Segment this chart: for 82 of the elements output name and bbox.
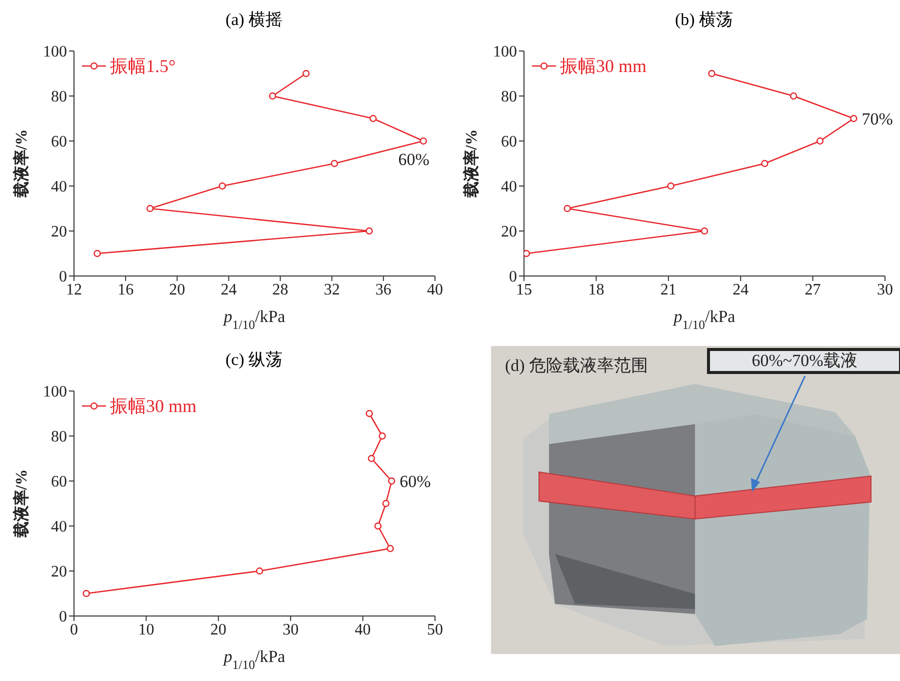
x-tick-label: 0 xyxy=(70,621,78,638)
point xyxy=(370,114,377,122)
y-tick-label: 80 xyxy=(51,88,67,106)
x-tick-label: 10 xyxy=(138,621,154,638)
y-tick-label: 80 xyxy=(51,428,67,446)
y-tick-label: 0 xyxy=(59,268,67,286)
point xyxy=(382,500,390,508)
point xyxy=(761,160,768,168)
point xyxy=(256,567,264,575)
legend-label: 振幅30 mm xyxy=(110,395,197,418)
y-tick-label: 40 xyxy=(51,178,67,196)
point xyxy=(366,227,373,235)
point xyxy=(94,250,101,258)
legend-label: 振幅30 mm xyxy=(560,55,647,78)
point xyxy=(146,204,154,212)
point xyxy=(268,92,276,100)
x-tick-label: 20 xyxy=(210,621,226,638)
x-tick-label: 27 xyxy=(804,281,821,298)
x-tick-label: 30 xyxy=(282,621,299,638)
x-tick-label: 50 xyxy=(427,621,443,638)
annotation: 60% xyxy=(398,150,430,169)
y-tick-label: 80 xyxy=(501,88,517,106)
y-tick-label: 100 xyxy=(493,44,517,61)
y-tick-label: 60 xyxy=(51,134,67,151)
x-tick-label: 36 xyxy=(375,281,392,298)
x-tick-label: 40 xyxy=(354,621,371,638)
y-tick-label: 40 xyxy=(51,518,67,536)
chart-title: (c) 纵荡 xyxy=(224,349,284,371)
x-tick-label: 12 xyxy=(66,281,82,298)
y-tick-label: 0 xyxy=(59,608,67,626)
x-axis-title: p$_{1/10}$/kPa xyxy=(222,307,286,332)
point xyxy=(368,454,376,462)
x-tick-label: 30 xyxy=(877,281,893,298)
legend-label: 振幅1.5° xyxy=(110,55,176,78)
point xyxy=(366,410,373,418)
point xyxy=(564,204,571,212)
x-axis-title: p$_{1/10}$/kPa xyxy=(222,647,286,672)
x-tick-label: 18 xyxy=(588,281,604,298)
x-tick-label: 24 xyxy=(732,281,749,298)
annotation: 60% xyxy=(400,472,431,491)
point xyxy=(82,590,90,598)
y-tick-label: 0 xyxy=(509,268,517,286)
point xyxy=(330,160,338,168)
x-tick-label: 21 xyxy=(660,281,676,298)
y-axis-title: 载液率/% xyxy=(12,129,30,199)
point xyxy=(302,70,310,78)
point xyxy=(388,477,396,485)
y-tick-label: 60 xyxy=(501,134,517,151)
x-tick-label: 32 xyxy=(324,281,340,298)
x-tick-label: 24 xyxy=(220,281,237,298)
point xyxy=(386,544,394,552)
point xyxy=(420,137,427,145)
chart-title: (b) 横荡 xyxy=(674,9,734,31)
point xyxy=(218,182,226,190)
x-axis-title: p$_{1/10}$/kPa xyxy=(672,307,736,332)
chart-title: (a) 横摇 xyxy=(224,9,284,31)
y-axis-title: 载液率/% xyxy=(462,129,480,199)
annotation: 70% xyxy=(862,110,893,128)
point xyxy=(790,92,798,100)
y-tick-label: 40 xyxy=(501,178,517,196)
y-tick-label: 20 xyxy=(51,564,67,581)
point xyxy=(708,70,716,78)
x-tick-label: 40 xyxy=(427,281,443,298)
y-tick-label: 20 xyxy=(51,224,67,241)
x-tick-label: 16 xyxy=(118,281,134,298)
y-tick-label: 100 xyxy=(43,384,67,401)
y-tick-label: 100 xyxy=(43,44,67,61)
point xyxy=(667,182,674,190)
point xyxy=(374,522,382,530)
point xyxy=(850,114,858,122)
y-tick-label: 20 xyxy=(501,224,517,241)
x-tick-label: 20 xyxy=(169,281,186,298)
point xyxy=(700,227,708,235)
point xyxy=(524,250,530,258)
point xyxy=(816,137,824,145)
text: (d) 危险载液率范围 xyxy=(505,355,648,377)
x-tick-label: 28 xyxy=(272,281,288,298)
text: 60%~70%载液 xyxy=(707,348,900,374)
y-tick-label: 60 xyxy=(51,474,67,491)
point xyxy=(378,432,386,440)
x-tick-label: 15 xyxy=(516,281,532,298)
y-axis-title: 载液率/% xyxy=(12,469,30,539)
